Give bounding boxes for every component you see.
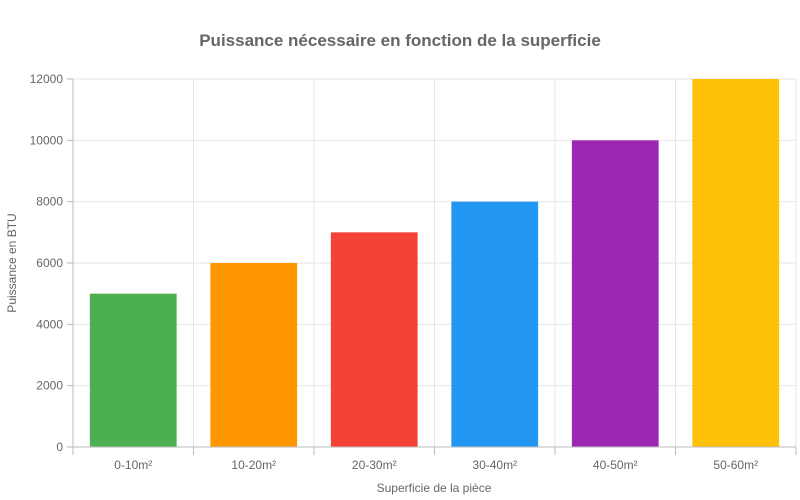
y-tick-label: 2000 — [36, 379, 63, 393]
x-tick-label: 0-10m² — [114, 458, 152, 472]
bar-6 — [692, 79, 780, 447]
y-tick-label: 6000 — [36, 256, 63, 270]
x-tick-labels: 0-10m² 10-20m² 20-30m² 30-40m² 40-50m² 50-60m… — [114, 458, 758, 472]
y-tick-label: 8000 — [36, 195, 63, 209]
chart-title: Puissance nécessaire en fonction de la s… — [199, 31, 601, 50]
gridlines — [67, 78, 797, 455]
bar-4 — [451, 201, 539, 447]
x-tick-label: 20-30m² — [352, 458, 397, 472]
x-tick-label: 10-20m² — [231, 458, 276, 472]
y-tick-labels: 0 2000 4000 6000 8000 10000 12000 — [30, 72, 64, 454]
bars — [89, 79, 780, 448]
bar-3 — [330, 232, 418, 447]
y-axis-label: Puissance en BTU — [5, 213, 19, 312]
x-axis-label: Superficie de la pièce — [377, 481, 492, 495]
bar-1 — [89, 293, 177, 447]
x-tick-label: 30-40m² — [472, 458, 517, 472]
axes — [72, 79, 796, 448]
y-tick-label: 12000 — [30, 72, 64, 86]
y-tick-label: 10000 — [30, 133, 64, 147]
bar-2 — [210, 263, 298, 447]
x-tick-label: 40-50m² — [593, 458, 638, 472]
y-tick-label: 0 — [56, 440, 63, 454]
y-tick-label: 4000 — [36, 317, 63, 331]
x-tick-label: 50-60m² — [713, 458, 758, 472]
bar-5 — [571, 140, 659, 448]
